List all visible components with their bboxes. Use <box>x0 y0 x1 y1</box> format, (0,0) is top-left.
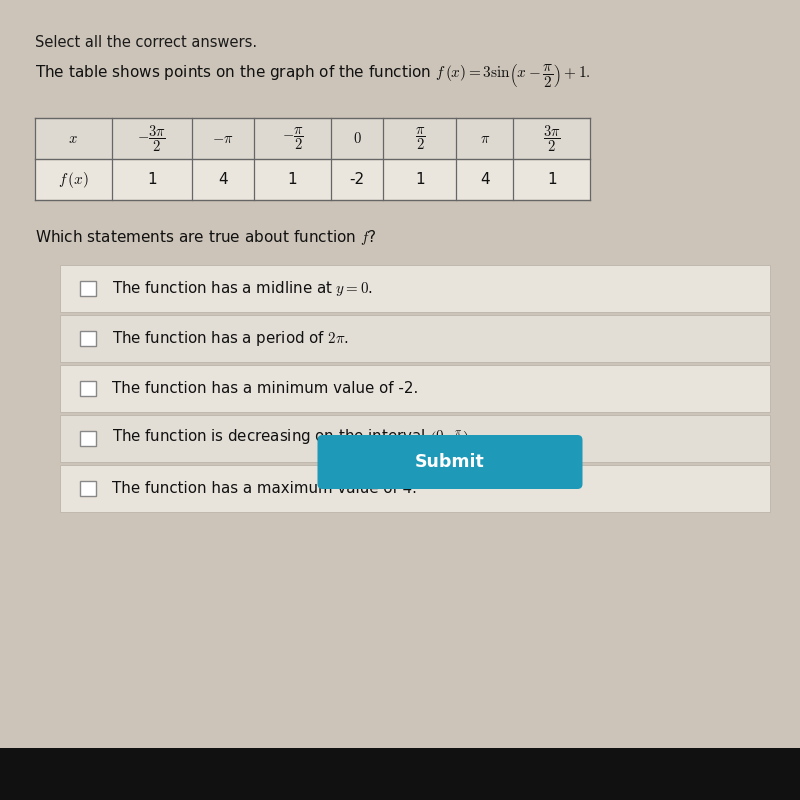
Text: Submit: Submit <box>415 453 485 471</box>
Text: $-\dfrac{\pi}{2}$: $-\dfrac{\pi}{2}$ <box>282 126 303 152</box>
Bar <box>514 118 590 159</box>
Bar <box>80 330 96 346</box>
Bar <box>80 481 96 496</box>
Bar <box>112 159 192 200</box>
Text: 1: 1 <box>288 172 298 187</box>
Text: $f\,(x)$: $f\,(x)$ <box>58 170 89 190</box>
Text: $-\pi$: $-\pi$ <box>212 131 234 146</box>
Text: The function has a midline at $y = 0$.: The function has a midline at $y = 0$. <box>112 279 373 298</box>
Bar <box>383 118 456 159</box>
Bar <box>383 159 456 200</box>
Text: $0$: $0$ <box>353 131 362 146</box>
Text: 4: 4 <box>480 172 490 187</box>
Text: The function has a period of $2\pi$.: The function has a period of $2\pi$. <box>112 329 349 348</box>
Text: 1: 1 <box>147 172 157 187</box>
Bar <box>60 465 770 512</box>
Text: Which statements are true about function $f$?: Which statements are true about function… <box>35 228 377 247</box>
Bar <box>60 415 770 462</box>
FancyBboxPatch shape <box>318 435 582 489</box>
Bar <box>330 118 383 159</box>
Text: $x$: $x$ <box>69 131 78 146</box>
Bar <box>112 118 192 159</box>
Bar <box>254 159 330 200</box>
Bar <box>80 281 96 296</box>
Text: $-\dfrac{3\pi}{2}$: $-\dfrac{3\pi}{2}$ <box>138 123 166 154</box>
Text: Select all the correct answers.: Select all the correct answers. <box>35 35 257 50</box>
Bar <box>60 365 770 412</box>
Bar <box>0 748 800 800</box>
Bar <box>456 159 514 200</box>
Bar <box>192 159 254 200</box>
Bar <box>254 118 330 159</box>
Text: 1: 1 <box>415 172 425 187</box>
Bar <box>456 118 514 159</box>
Text: 1: 1 <box>547 172 557 187</box>
Text: $\dfrac{3\pi}{2}$: $\dfrac{3\pi}{2}$ <box>543 123 561 154</box>
Bar <box>60 315 770 362</box>
Bar <box>80 381 96 396</box>
Bar <box>35 118 112 159</box>
Text: $\dfrac{\pi}{2}$: $\dfrac{\pi}{2}$ <box>414 126 425 152</box>
Text: The function is decreasing on the interval $\left(0,\ \frac{\pi}{2}\right)$.: The function is decreasing on the interv… <box>112 427 474 450</box>
Text: $\pi$: $\pi$ <box>480 131 490 146</box>
Text: The function has a maximum value of 4.: The function has a maximum value of 4. <box>112 481 417 496</box>
Text: 4: 4 <box>218 172 228 187</box>
Bar <box>80 430 96 446</box>
Bar <box>35 159 112 200</box>
Bar <box>192 118 254 159</box>
Text: The function has a minimum value of -2.: The function has a minimum value of -2. <box>112 381 418 396</box>
Bar <box>330 159 383 200</box>
Text: The table shows points on the graph of the function $f\,(x) = 3\sin\!\left(x - \: The table shows points on the graph of t… <box>35 62 590 89</box>
Text: -2: -2 <box>350 172 365 187</box>
Bar <box>60 265 770 312</box>
Bar <box>514 159 590 200</box>
